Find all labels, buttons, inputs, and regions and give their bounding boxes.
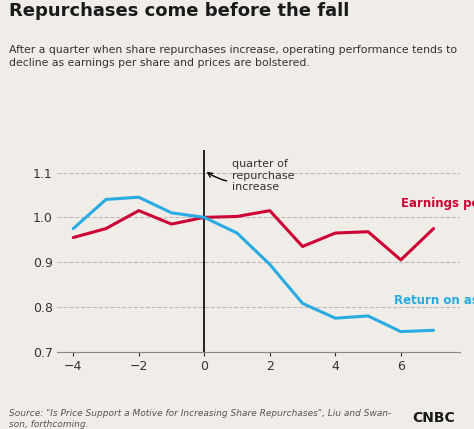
- Text: Return on assets: Return on assets: [394, 294, 474, 307]
- Text: Earnings per share: Earnings per share: [401, 197, 474, 210]
- Text: After a quarter when share repurchases increase, operating performance tends to
: After a quarter when share repurchases i…: [9, 45, 457, 68]
- Text: quarter of
repurchase
increase: quarter of repurchase increase: [208, 159, 295, 192]
- Text: Repurchases come before the fall: Repurchases come before the fall: [9, 2, 350, 20]
- Text: CNBC: CNBC: [412, 411, 455, 425]
- Text: Source: "Is Price Support a Motive for Increasing Share Repurchases", Liu and Sw: Source: "Is Price Support a Motive for I…: [9, 409, 392, 429]
